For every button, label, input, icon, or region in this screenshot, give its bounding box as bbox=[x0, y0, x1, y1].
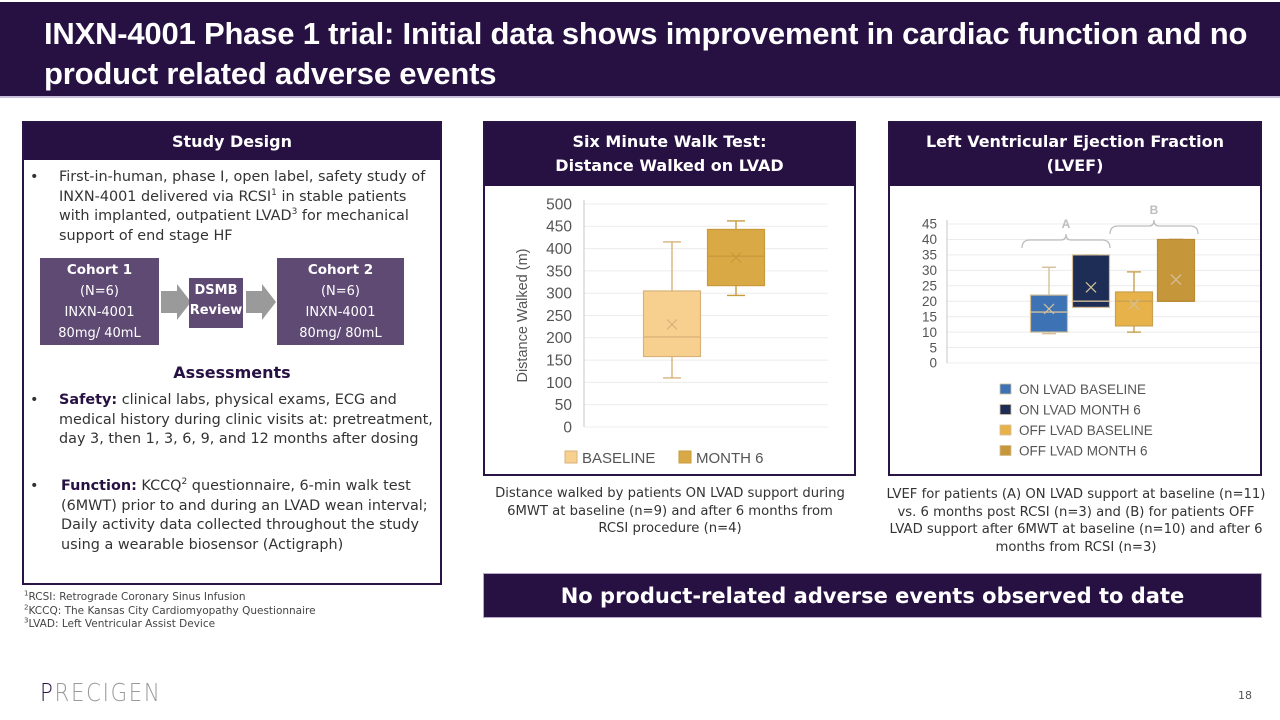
page-number: 18 bbox=[1238, 689, 1252, 702]
walk-test-header: Six Minute Walk Test: Distance Walked on… bbox=[485, 123, 854, 186]
y-tick-label: 400 bbox=[546, 241, 572, 258]
walk-caption: Distance walked by patients ON LVAD supp… bbox=[495, 486, 845, 536]
mean-marker bbox=[1170, 274, 1182, 286]
group-label: B bbox=[1150, 203, 1159, 217]
dsmb-review-box: DSMB Review bbox=[189, 278, 243, 328]
title-bar: INXN-4001 Phase 1 trial: Initial data sh… bbox=[0, 2, 1280, 98]
walk-test-panel: Six Minute Walk Test: Distance Walked on… bbox=[483, 121, 856, 476]
y-tick-label: 500 bbox=[546, 196, 572, 213]
box-off-lvad-month-6 bbox=[1156, 238, 1196, 302]
lvef-header-line1: Left Ventricular Ejection Fraction bbox=[925, 132, 1225, 151]
cohort-1-dose: 80mg/ 40mL bbox=[58, 326, 141, 341]
cohort-1-drug: INXN-4001 bbox=[64, 305, 135, 320]
y-tick-label: 200 bbox=[546, 330, 572, 347]
dsmb-label: DSMB bbox=[194, 283, 238, 298]
adverse-events-banner: No product-related adverse events observ… bbox=[483, 573, 1262, 618]
cohort-2-dose: 80mg/ 80mL bbox=[299, 326, 382, 341]
y-tick-label: 20 bbox=[922, 294, 937, 309]
intro-text: First-in-human, phase I, open label, saf… bbox=[59, 169, 426, 244]
y-axis-label: Distance Walked (m) bbox=[515, 248, 531, 382]
cohort-2-drug: INXN-4001 bbox=[305, 305, 376, 320]
mean-marker bbox=[1128, 298, 1140, 310]
cohort-1-title: Cohort 1 bbox=[66, 262, 133, 278]
legend-swatch bbox=[999, 424, 1012, 436]
walk-header-line2: Distance Walked on LVAD bbox=[555, 156, 784, 175]
lvef-header: Left Ventricular Ejection Fraction (LVEF… bbox=[890, 123, 1260, 186]
y-tick-label: 10 bbox=[922, 325, 937, 340]
bullet-icon: • bbox=[30, 478, 39, 494]
safety-label: Safety: bbox=[59, 392, 118, 408]
function-bullet: • Function: KCCQ2 questionnaire, 6-min w… bbox=[30, 477, 428, 553]
y-tick-label: 300 bbox=[546, 286, 572, 303]
y-tick-label: 450 bbox=[546, 219, 572, 236]
box-on-lvad-baseline bbox=[1029, 294, 1069, 333]
cohort-1-n: (N=6) bbox=[79, 284, 120, 299]
legend-label: MONTH 6 bbox=[696, 450, 764, 467]
mean-marker bbox=[1043, 303, 1055, 315]
mean-marker bbox=[730, 252, 742, 263]
bullet-icon: • bbox=[30, 392, 39, 408]
walk-box-chart: 0 50 100 150 200 250 300 350 400 450 500 Distance W… bbox=[515, 196, 828, 467]
box-on-lvad-month-6 bbox=[1071, 254, 1111, 308]
y-tick-label: 15 bbox=[922, 309, 937, 324]
assessments-heading: Assessments bbox=[173, 363, 291, 382]
bullet-icon: • bbox=[30, 169, 39, 185]
lvef-panel: Left Ventricular Ejection Fraction (LVEF… bbox=[888, 121, 1262, 476]
footnote: 2KCCQ: The Kansas City Cardiomyopathy Qu… bbox=[24, 603, 316, 617]
y-tick-label: 150 bbox=[546, 353, 572, 370]
cohort-2-box: Cohort 2 (N=6) INXN-4001 80mg/ 80mL bbox=[277, 258, 404, 345]
y-tick-label: 250 bbox=[546, 308, 572, 325]
legend-label: ON LVAD BASELINE bbox=[1019, 382, 1146, 397]
footnote: 3LVAD: Left Ventricular Assist Device bbox=[24, 616, 216, 630]
y-tick-label: 5 bbox=[929, 340, 937, 355]
slide-title: INXN-4001 Phase 1 trial: Initial data sh… bbox=[44, 16, 1248, 91]
legend-swatch bbox=[999, 383, 1012, 395]
lvef-caption: LVEF for patients (A) ON LVAD support at… bbox=[886, 487, 1266, 555]
legend-swatch bbox=[564, 450, 578, 464]
lvef-header-line2: (LVEF) bbox=[1046, 156, 1104, 175]
y-tick-label: 40 bbox=[922, 232, 937, 247]
footnotes: 1RCSI: Retrograde Coronary Sinus Infusio… bbox=[24, 589, 316, 632]
study-design-header: Study Design bbox=[24, 123, 440, 160]
group-label: A bbox=[1062, 217, 1071, 231]
legend-swatch bbox=[678, 450, 692, 464]
legend-label: ON LVAD MONTH 6 bbox=[1019, 403, 1141, 418]
group-brace bbox=[1109, 219, 1199, 235]
cohort-2-title: Cohort 2 bbox=[307, 262, 374, 278]
legend-swatch bbox=[999, 404, 1012, 415]
y-tick-label: 0 bbox=[563, 419, 572, 436]
legend-label: BASELINE bbox=[582, 450, 655, 467]
walk-header-line1: Six Minute Walk Test: bbox=[572, 132, 767, 151]
safety-text: clinical labs, physical exams, ECG and m… bbox=[59, 392, 433, 447]
footnote: 1RCSI: Retrograde Coronary Sinus Infusio… bbox=[24, 589, 246, 603]
y-tick-label: 30 bbox=[922, 263, 937, 278]
y-tick-label: 100 bbox=[546, 375, 572, 392]
cohort-2-n: (N=6) bbox=[320, 284, 361, 299]
function-text: questionnaire, 6-min walk test (6MWT) pr… bbox=[61, 478, 428, 553]
group-brace bbox=[1021, 233, 1111, 249]
y-tick-label: 50 bbox=[555, 397, 573, 414]
study-design-panel: Study Design • First-in-human, phase I, … bbox=[22, 121, 442, 585]
review-label: Review bbox=[189, 303, 243, 318]
legend-label: OFF LVAD MONTH 6 bbox=[1019, 444, 1148, 459]
y-tick-label: 35 bbox=[922, 248, 937, 263]
mean-marker bbox=[666, 318, 678, 330]
intro-bullet: • First-in-human, phase I, open label, s… bbox=[30, 168, 435, 246]
y-tick-label: 350 bbox=[546, 263, 572, 280]
mean-marker bbox=[1085, 281, 1097, 293]
y-tick-label: 0 bbox=[929, 356, 937, 371]
function-label: Function: bbox=[61, 478, 137, 494]
cohort-1-box: Cohort 1 (N=6) INXN-4001 80mg/ 40mL bbox=[40, 258, 159, 345]
legend-label: OFF LVAD BASELINE bbox=[1019, 423, 1153, 438]
legend-swatch bbox=[999, 445, 1012, 456]
precigen-logo: PRECIGEN bbox=[40, 678, 162, 707]
y-tick-label: 45 bbox=[922, 217, 937, 232]
safety-bullet: • Safety: clinical labs, physical exams,… bbox=[30, 391, 435, 450]
box-off-lvad-baseline bbox=[1114, 291, 1154, 327]
y-tick-label: 25 bbox=[922, 279, 937, 294]
